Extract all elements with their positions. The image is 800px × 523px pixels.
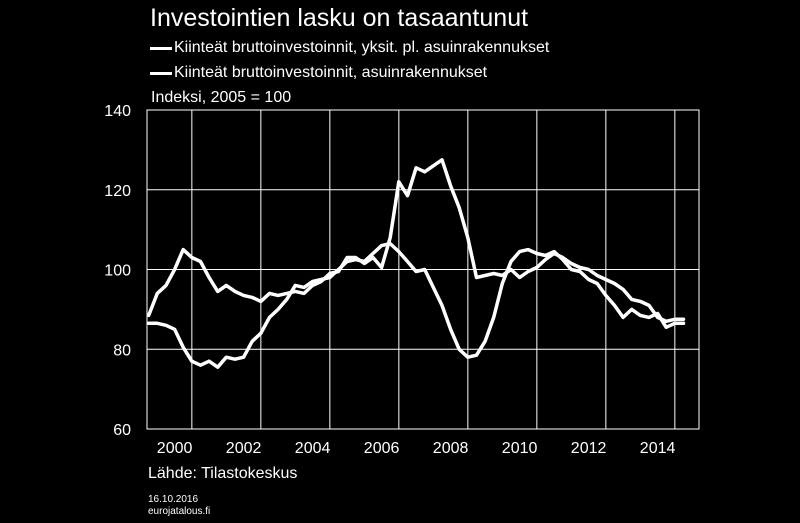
legend-label-2: Kiinteät bruttoinvestoinnit, asuinrakenn… (174, 64, 488, 81)
x-tick-label: 2014 (640, 440, 676, 457)
date-note: 16.10.2016 (148, 494, 199, 505)
x-tick-label: 2006 (364, 440, 400, 457)
x-tick-label: 2010 (502, 440, 538, 457)
y-tick-label: 60 (113, 422, 131, 439)
x-tick-label: 2004 (295, 440, 331, 457)
x-tick-label: 2008 (433, 440, 469, 457)
y-tick-label: 120 (104, 183, 131, 200)
legend-line-2 (150, 71, 172, 75)
y-tick-label: 140 (104, 103, 131, 120)
source-note: Lähde: Tilastokeskus (148, 465, 298, 482)
y-tick-label: 100 (104, 263, 131, 280)
legend-item-1: Kiinteät bruttoinvestoinnit, yksit. pl. … (150, 39, 549, 57)
chart-title: Investointien lasku on tasaantunut (150, 4, 529, 32)
site-note: eurojatalous.fi (148, 506, 211, 517)
x-tick-label: 2002 (226, 440, 262, 457)
legend-label-1: Kiinteät bruttoinvestoinnit, yksit. pl. … (174, 39, 550, 56)
series-line-1 (146, 158, 686, 324)
legend-line-1 (150, 46, 172, 50)
y-axis-label: Indeksi, 2005 = 100 (151, 89, 292, 106)
x-tick-label: 2000 (157, 440, 193, 457)
y-tick-label: 80 (113, 342, 131, 359)
legend-item-2: Kiinteät bruttoinvestoinnit, asuinrakenn… (150, 64, 487, 82)
plot-frame (146, 109, 700, 430)
series-line-2 (146, 241, 686, 369)
x-tick-label: 2012 (571, 440, 607, 457)
